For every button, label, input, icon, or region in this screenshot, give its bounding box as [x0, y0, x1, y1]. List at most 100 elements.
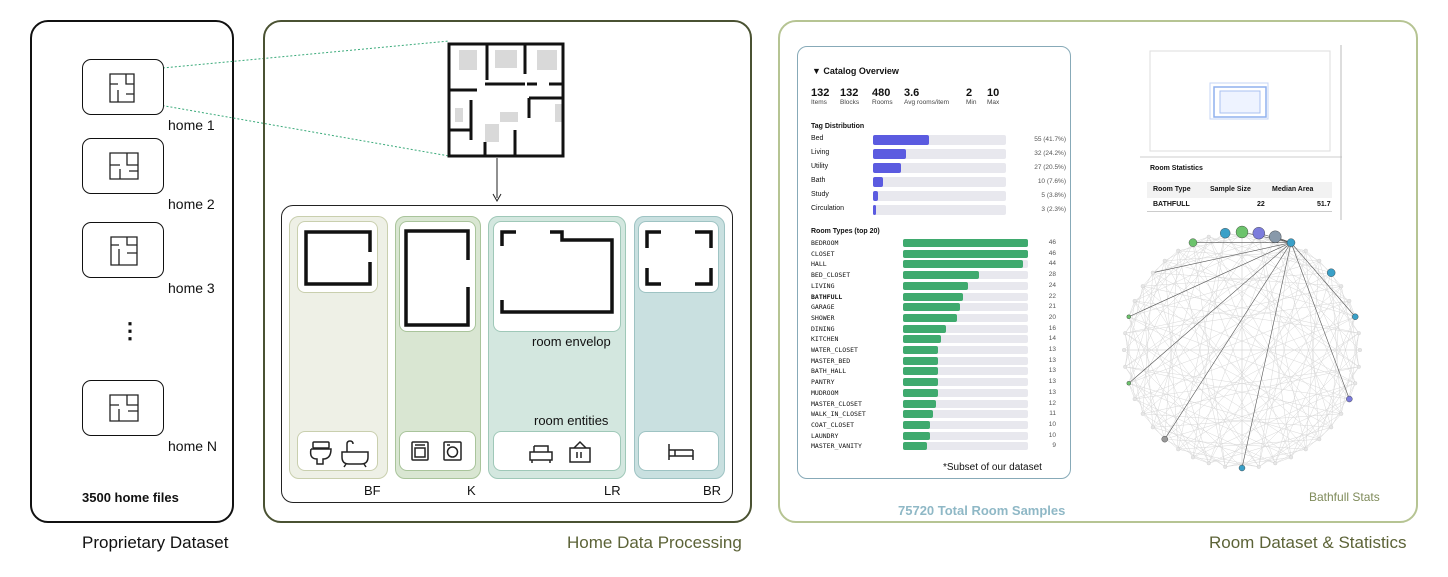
tag-bar — [873, 205, 877, 215]
tag-bar — [873, 163, 901, 173]
graph-node — [1122, 347, 1127, 352]
graph-node — [1303, 447, 1308, 452]
graph-node — [1140, 284, 1145, 289]
room-type-count: 46 — [1048, 239, 1056, 246]
room-type-name: BATH_HALL — [811, 367, 847, 376]
room-type-bar — [903, 324, 947, 333]
floorplan-thumbnail-icon — [109, 152, 139, 180]
tag-bar — [873, 135, 930, 145]
graph-node — [1339, 284, 1344, 289]
tag-bar — [873, 191, 879, 201]
catalog-heading: ▼ Catalog Overview — [812, 66, 899, 76]
room-stats-header-row — [1147, 182, 1332, 198]
room-type-count: 10 — [1048, 431, 1056, 439]
catalog-stat-label: Blocks — [840, 99, 860, 106]
kitchen-entities — [399, 431, 476, 471]
graph-node — [1317, 437, 1322, 442]
graph-node — [1206, 234, 1211, 239]
catalog-stat-value: 3.6 — [904, 87, 920, 99]
room-type-bar-track — [903, 346, 1028, 354]
graph-node — [1223, 464, 1228, 469]
stats-row-sample-size: 22 — [1257, 201, 1265, 208]
tag-bar-track — [873, 191, 1006, 201]
tag-bar-track — [873, 135, 1006, 145]
tag-bar-track — [873, 163, 1006, 173]
tag-name: Circulation — [811, 205, 845, 212]
room-type-bar — [903, 356, 939, 365]
room-type-count: 13 — [1048, 378, 1056, 386]
room-type-name: PANTRY — [811, 378, 835, 387]
room-type-count: 9 — [1052, 442, 1056, 450]
room-type-name: WATER_CLOSET — [811, 346, 858, 354]
room-type-name: MASTER_VANITY — [811, 442, 862, 451]
graph-node — [1252, 227, 1265, 240]
graph-node — [1123, 364, 1128, 369]
divider — [1147, 211, 1332, 212]
home-label-3: home 3 — [168, 280, 215, 296]
catalog-stat: 3.6 Avg rooms/item — [904, 87, 949, 106]
floorplan-diagram — [447, 42, 565, 158]
room-statistics-view — [1140, 45, 1342, 220]
catalog-stat: 132 Blocks — [840, 87, 859, 106]
catalog-stat-value: 132 — [811, 87, 830, 99]
room-type-bar-track — [903, 431, 1028, 440]
home-label-2: home 2 — [168, 196, 215, 212]
room-type-name: BED_CLOSET — [811, 271, 851, 280]
room-type-bar-track — [903, 420, 1028, 429]
room-type-bar-track — [903, 442, 1028, 451]
room-envelope-shape — [304, 230, 372, 286]
dataset-footnote: *Subset of our dataset — [943, 462, 1042, 473]
room-envelope-shape — [404, 229, 470, 327]
room-type-bar — [903, 420, 931, 429]
room-type-bar — [903, 367, 939, 376]
tag-name: Living — [811, 149, 830, 156]
room-type-count: 11 — [1049, 410, 1056, 418]
graph-node — [1352, 313, 1359, 320]
room-type-bar-track — [903, 324, 1028, 333]
graph-node — [1161, 435, 1168, 443]
room-type-count: 10 — [1048, 420, 1056, 428]
room-type-name: LIVING — [811, 281, 835, 290]
room-type-bar — [903, 303, 961, 312]
graph-node — [1176, 248, 1181, 253]
graph-node — [1238, 464, 1246, 472]
room-type-count: 13 — [1048, 367, 1056, 375]
graph-node — [1346, 395, 1353, 403]
catalog-stat: 2 Min — [966, 87, 976, 106]
column-label-bf: BF — [364, 483, 381, 498]
room-type-bar-track — [903, 313, 1028, 322]
tag-name: Study — [811, 191, 829, 198]
tag-count-label: 55 (41.7%) — [1034, 136, 1066, 143]
catalog-stat-label: Rooms — [872, 99, 893, 106]
room-type-bar-track — [903, 399, 1028, 408]
room-type-name: BEDROOM — [811, 239, 839, 247]
home-label-1: home 1 — [168, 117, 215, 133]
proprietary-dataset-title: Proprietary Dataset — [82, 533, 229, 552]
graph-node — [1347, 298, 1352, 303]
room-columns-box — [281, 205, 733, 503]
proprietary-dataset-panel — [30, 20, 234, 523]
home-card-1 — [82, 59, 164, 115]
room-type-count: 13 — [1048, 346, 1056, 353]
home-card-n — [82, 380, 164, 436]
graph-node — [1126, 381, 1131, 386]
catalog-stat-label: Items — [811, 99, 827, 106]
room-type-name: MASTER_CLOSET — [811, 399, 862, 408]
room-entities-label: room entities — [534, 413, 609, 428]
stats-col-room-type: Room Type — [1153, 186, 1191, 193]
graph-node — [1317, 258, 1322, 263]
room-type-name: MASTER_BED — [811, 356, 851, 365]
tag-name: Utility — [811, 163, 829, 170]
room-type-bar — [903, 431, 931, 440]
tag-count-label: 5 (3.8%) — [1041, 192, 1066, 199]
room-type-count: 24 — [1048, 281, 1056, 289]
room-preview-icon — [1209, 82, 1269, 120]
room-type-name: MUDROOM — [811, 388, 839, 397]
home-card-3 — [82, 222, 164, 278]
graph-node — [1303, 248, 1308, 253]
graph-node — [1235, 225, 1249, 239]
bathtub-icon — [341, 440, 369, 468]
room-type-count: 12 — [1048, 399, 1056, 407]
floorplan-thumbnail-icon — [110, 236, 138, 266]
